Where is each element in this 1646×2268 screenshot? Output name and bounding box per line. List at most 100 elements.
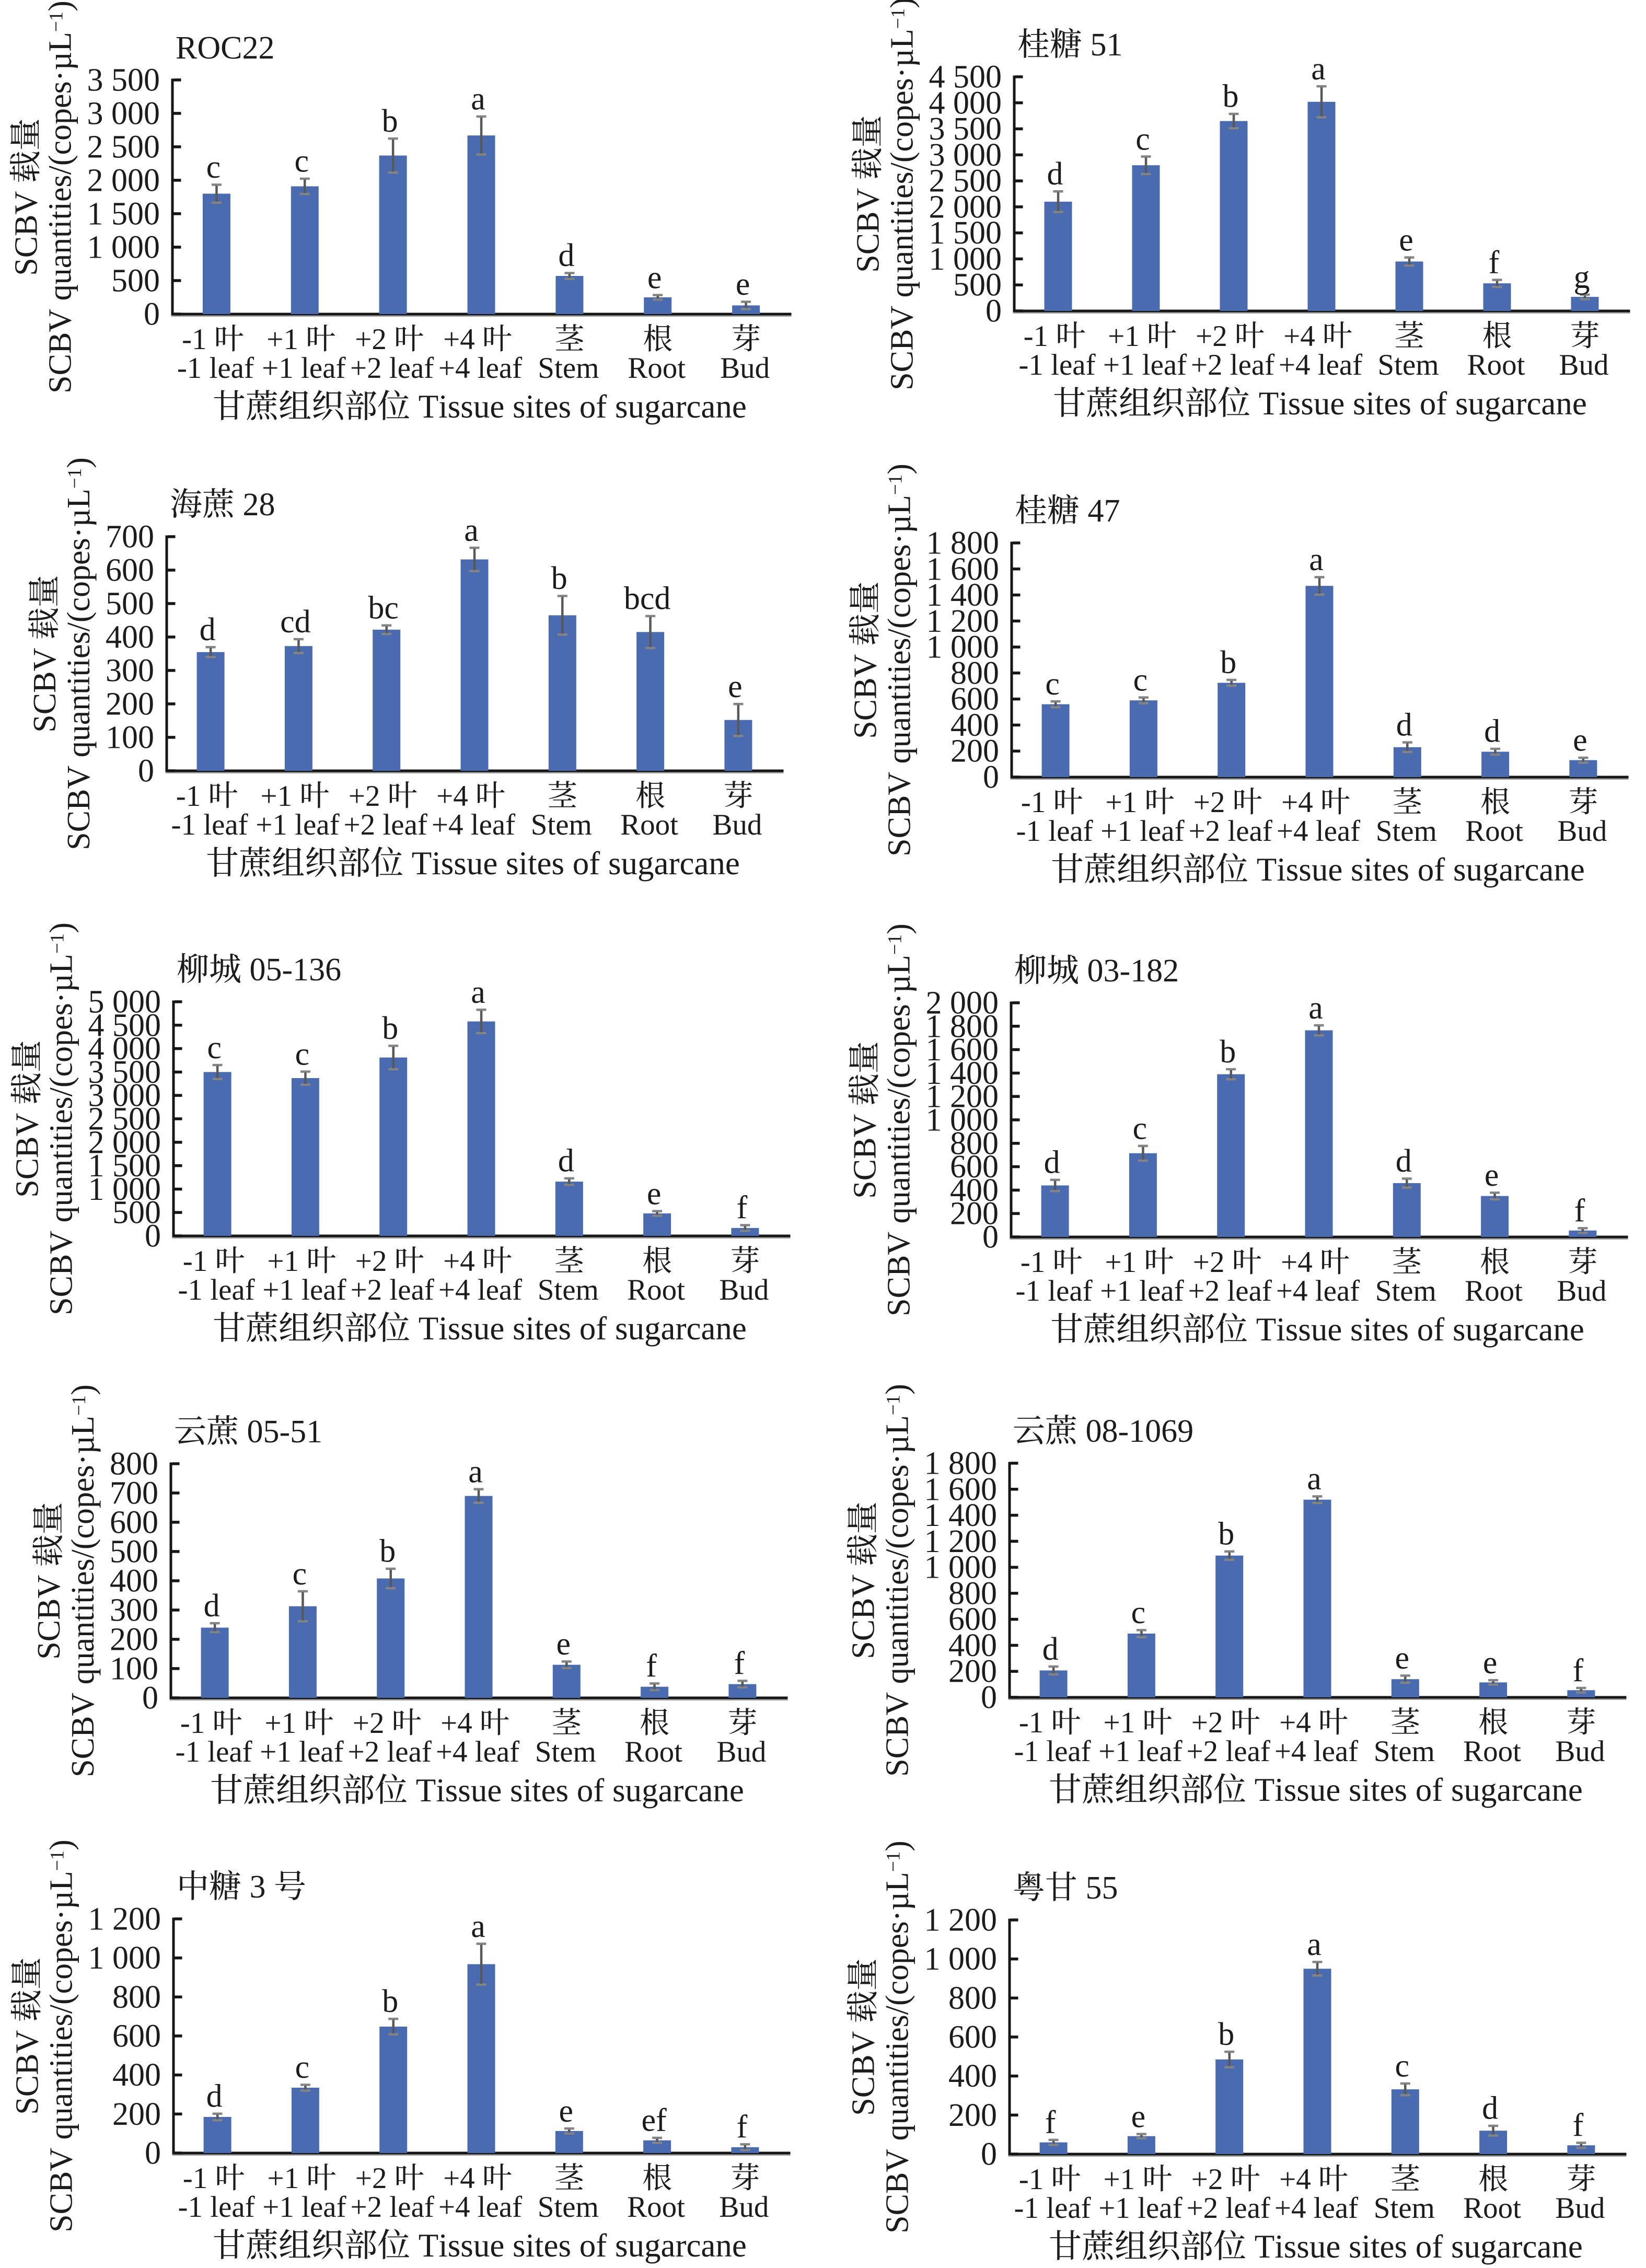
svg-text:a: a (1308, 990, 1323, 1026)
svg-text:400: 400 (948, 1628, 997, 1663)
svg-text:bcd: bcd (624, 581, 671, 617)
svg-text:−1: −1 (68, 1395, 90, 1416)
svg-text:3 000: 3 000 (87, 96, 160, 132)
svg-text:0: 0 (142, 1681, 158, 1716)
svg-text:200: 200 (110, 1622, 158, 1658)
svg-text:c: c (1131, 1595, 1146, 1630)
svg-text:g: g (1574, 260, 1590, 295)
svg-text:47: 47 (1088, 493, 1120, 529)
svg-text:+4 leaf: +4 leaf (438, 2191, 522, 2224)
svg-text:500: 500 (953, 268, 1002, 303)
svg-text:+2: +2 (1191, 2163, 1223, 2196)
svg-text:+4 leaf: +4 leaf (1277, 815, 1360, 848)
svg-text:f: f (1574, 1193, 1585, 1229)
svg-text:a: a (468, 1454, 483, 1489)
svg-text:c: c (1045, 666, 1060, 702)
svg-text:-1 leaf: -1 leaf (1016, 1275, 1093, 1307)
svg-text:800: 800 (950, 1126, 999, 1161)
svg-text:-1 leaf: -1 leaf (178, 1274, 255, 1306)
svg-text:b: b (1220, 1034, 1236, 1070)
svg-text:e: e (647, 260, 662, 295)
svg-text:0: 0 (145, 2136, 161, 2171)
svg-text:200: 200 (106, 687, 154, 722)
svg-text:+1: +1 (1108, 320, 1140, 353)
svg-text:+2 leaf: +2 leaf (344, 808, 427, 841)
svg-text:c: c (1395, 2049, 1410, 2084)
svg-text:+2 leaf: +2 leaf (1187, 1735, 1270, 1768)
svg-text:−1: −1 (47, 933, 68, 954)
svg-text:-1: -1 (1021, 786, 1046, 819)
svg-text:d: d (1484, 714, 1500, 749)
svg-text:SCBV quantities/(copes·µL: SCBV quantities/(copes·µL (880, 1415, 915, 1777)
svg-text:+2 leaf: +2 leaf (1187, 2192, 1270, 2225)
svg-text:): ) (61, 457, 97, 468)
svg-text:+1 leaf: +1 leaf (262, 2191, 346, 2224)
svg-text:Root: Root (628, 352, 686, 385)
svg-text:e: e (1395, 1640, 1410, 1676)
svg-text:Bud: Bud (1557, 815, 1607, 848)
svg-text:SCBV quantities/(copes·µL: SCBV quantities/(copes·µL (882, 955, 917, 1316)
svg-text:2 000: 2 000 (929, 189, 1002, 225)
svg-text:4 500: 4 500 (929, 60, 1002, 95)
svg-text:): ) (880, 1384, 915, 1395)
svg-text:0: 0 (981, 1680, 997, 1716)
svg-text:Stem: Stem (531, 808, 592, 841)
svg-text:Tissue sites of sugarcane: Tissue sites of sugarcane (1259, 385, 1587, 422)
svg-text:2 500: 2 500 (87, 130, 160, 165)
svg-text:SCBV: SCBV (10, 2030, 45, 2115)
svg-text:+4 leaf: +4 leaf (1274, 2192, 1358, 2225)
svg-text:Bud: Bud (1557, 1275, 1606, 1307)
svg-text:d: d (1396, 707, 1412, 743)
svg-text:Root: Root (1463, 2192, 1521, 2225)
svg-text:SCBV quantities/(copes·µL: SCBV quantities/(copes·µL (44, 1871, 79, 2232)
svg-text:-1: -1 (180, 1707, 205, 1740)
svg-text:100: 100 (106, 720, 154, 756)
svg-text:200: 200 (112, 2097, 161, 2132)
svg-text:0: 0 (983, 760, 999, 795)
svg-text:600: 600 (106, 553, 154, 588)
svg-text:+1 leaf: +1 leaf (1098, 1735, 1182, 1768)
svg-text:Stem: Stem (1375, 1275, 1436, 1307)
svg-text:200: 200 (950, 734, 999, 769)
svg-text:800: 800 (110, 1447, 158, 1482)
svg-text:+4 leaf: +4 leaf (1274, 1735, 1358, 1768)
svg-text:d: d (206, 2079, 223, 2114)
svg-text:e: e (559, 2093, 574, 2129)
svg-text:e: e (1399, 222, 1413, 258)
svg-text:-1 leaf: -1 leaf (1016, 815, 1093, 848)
svg-text:1 200: 1 200 (924, 1903, 998, 1938)
svg-text:Stem: Stem (1376, 815, 1437, 848)
svg-text:100: 100 (110, 1651, 158, 1687)
svg-text:d: d (1042, 1631, 1059, 1667)
svg-text:1 800: 1 800 (926, 526, 1000, 561)
svg-text:Bud: Bud (712, 808, 762, 841)
svg-text:−1: −1 (888, 8, 909, 29)
svg-text:300: 300 (106, 653, 154, 689)
svg-text:Stem: Stem (538, 352, 599, 385)
svg-text:+4: +4 (441, 1707, 472, 1740)
svg-text:c: c (295, 144, 309, 179)
svg-text:+4 leaf: +4 leaf (1276, 1275, 1360, 1307)
svg-text:Root: Root (627, 2191, 685, 2224)
svg-text:−1: −1 (47, 1850, 68, 1871)
svg-text:4 500: 4 500 (88, 1008, 161, 1043)
svg-text:+1 leaf: +1 leaf (260, 1735, 343, 1768)
svg-text:4 000: 4 000 (929, 85, 1002, 121)
svg-text:+2: +2 (355, 2162, 387, 2195)
svg-text:c: c (1133, 662, 1148, 698)
svg-text:+1: +1 (1106, 786, 1138, 819)
svg-text:f: f (1573, 2108, 1584, 2143)
svg-text:c: c (293, 1556, 307, 1592)
svg-text:300: 300 (110, 1593, 158, 1628)
svg-text:600: 600 (950, 681, 999, 717)
svg-text:05-51: 05-51 (247, 1414, 323, 1450)
svg-text:-1 leaf: -1 leaf (1014, 1735, 1091, 1768)
svg-text:3 500: 3 500 (929, 111, 1002, 147)
svg-text:−1: −1 (46, 11, 67, 32)
svg-text:+2: +2 (1196, 320, 1227, 353)
svg-text:): ) (880, 1841, 915, 1852)
svg-text:a: a (1311, 51, 1326, 87)
svg-text:d: d (1047, 156, 1063, 192)
svg-text:e: e (1483, 1645, 1498, 1681)
svg-text:3 000: 3 000 (929, 137, 1002, 173)
